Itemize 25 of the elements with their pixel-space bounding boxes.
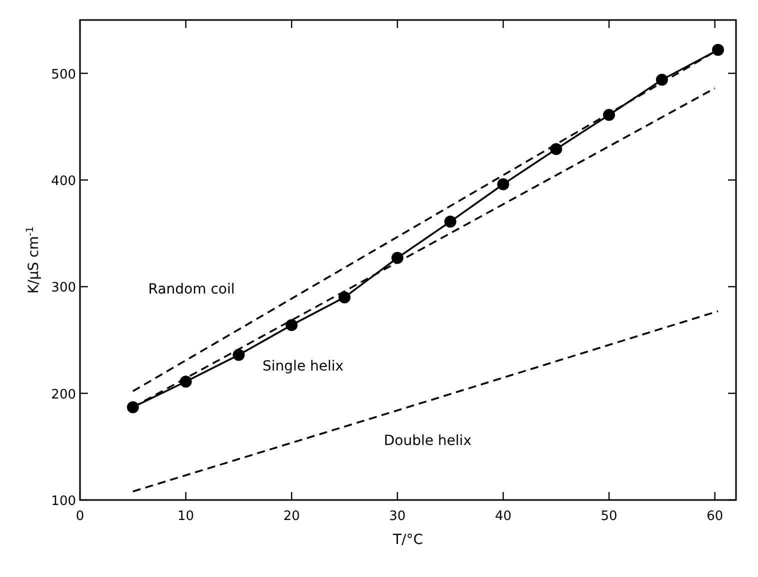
x-axis-title: T/°C xyxy=(392,532,424,548)
x-tick-label: 20 xyxy=(283,509,300,524)
point xyxy=(550,143,562,156)
y-tick-label: 200 xyxy=(51,387,76,402)
point xyxy=(712,44,724,56)
point xyxy=(286,319,298,332)
x-tick-label: 40 xyxy=(494,509,512,524)
point xyxy=(232,348,245,361)
x-tick-label: 0 xyxy=(76,509,84,524)
x-tick-label: 30 xyxy=(389,509,406,524)
x-tick-label: 60 xyxy=(706,509,724,524)
y-tick-label: 300 xyxy=(51,280,76,296)
annotation: Random coil xyxy=(148,282,235,298)
point xyxy=(180,376,192,388)
point xyxy=(497,178,510,190)
y-tick-label: 400 xyxy=(51,174,76,189)
y-tick-label: 100 xyxy=(51,494,76,509)
point xyxy=(126,401,139,414)
point xyxy=(338,291,351,304)
annotation: Single helix xyxy=(262,358,344,374)
point xyxy=(444,216,456,228)
x-tick-label: 10 xyxy=(178,509,194,524)
y-tick-label: 500 xyxy=(51,67,76,82)
x-tick-label: 50 xyxy=(600,509,618,524)
annotation: Double helix xyxy=(384,432,472,449)
